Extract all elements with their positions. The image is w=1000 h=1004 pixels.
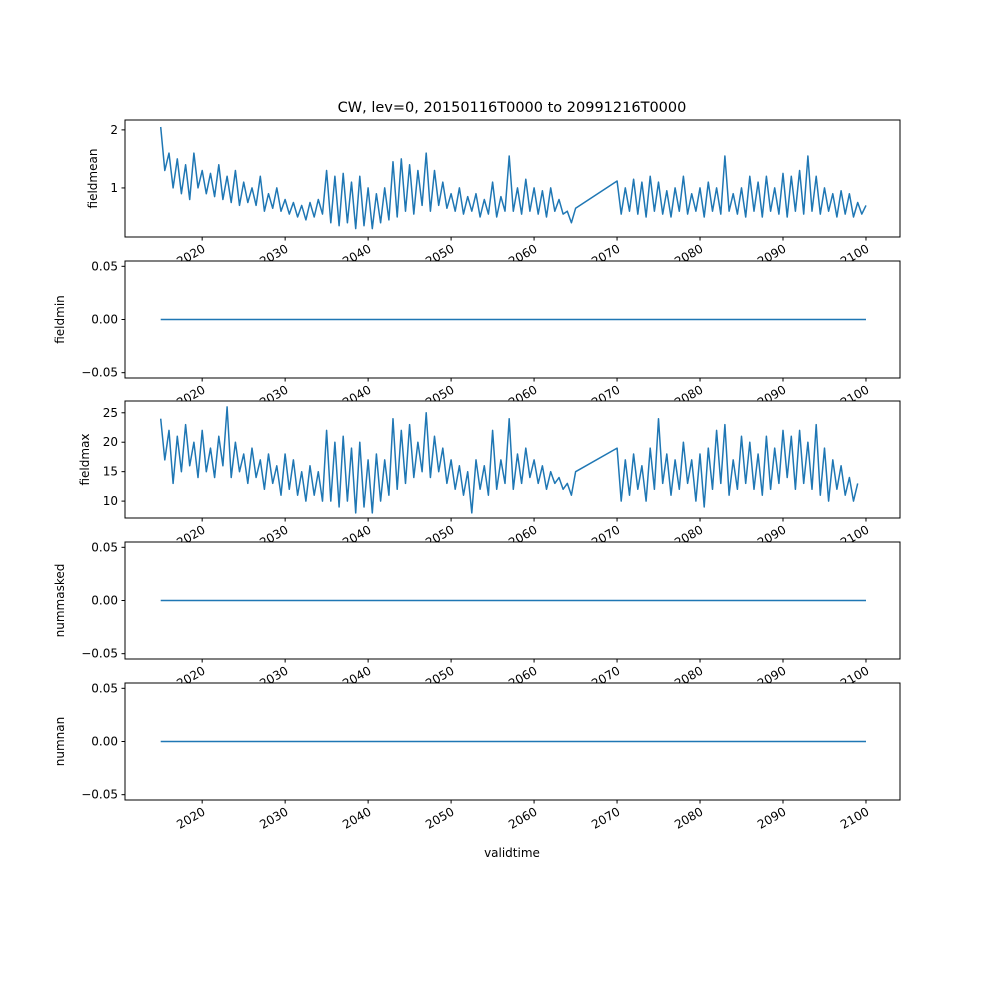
x-tick-label: 2100 bbox=[838, 804, 871, 831]
chart-title: CW, lev=0, 20150116T0000 to 20991216T000… bbox=[338, 100, 687, 116]
y-tick-label: −0.05 bbox=[81, 788, 118, 802]
x-tick-label: 2070 bbox=[589, 804, 622, 831]
y-axis-label: numnan bbox=[53, 717, 67, 766]
y-axis-label: fieldmean bbox=[86, 149, 100, 209]
y-tick-label: −0.05 bbox=[81, 366, 118, 380]
x-tick-label: 2080 bbox=[672, 804, 705, 831]
y-tick-label: 0.05 bbox=[91, 681, 118, 695]
y-axis-label: nummasked bbox=[53, 564, 67, 638]
y-tick-label: 10 bbox=[103, 494, 118, 508]
axes-frame bbox=[124, 119, 901, 238]
x-tick-label: 2040 bbox=[340, 804, 373, 831]
y-tick-label: 1 bbox=[110, 181, 118, 195]
x-tick-label: 2020 bbox=[174, 804, 207, 831]
y-axis-label: fieldmin bbox=[53, 295, 67, 344]
y-tick-label: −0.05 bbox=[81, 647, 118, 661]
axes-frame bbox=[124, 400, 901, 519]
x-tick-label: 2060 bbox=[506, 804, 539, 831]
axes-background bbox=[125, 120, 900, 237]
axes-background bbox=[125, 401, 900, 518]
x-tick-label: 2030 bbox=[257, 804, 290, 831]
y-tick-label: 0.00 bbox=[91, 735, 118, 749]
y-tick-label: 0.00 bbox=[91, 313, 118, 327]
series-line-fieldmax bbox=[159, 406, 859, 514]
y-tick-label: 2 bbox=[110, 123, 118, 137]
y-tick-label: 0.05 bbox=[91, 259, 118, 273]
x-tick-label: 2050 bbox=[423, 804, 456, 831]
y-axis-label: fieldmax bbox=[78, 433, 92, 485]
y-tick-label: 0.00 bbox=[91, 594, 118, 608]
y-tick-label: 25 bbox=[103, 406, 118, 420]
x-axis-label: validtime bbox=[484, 846, 540, 860]
series-line-fieldmean bbox=[159, 126, 867, 230]
x-tick-label: 2090 bbox=[755, 804, 788, 831]
y-tick-label: 20 bbox=[103, 435, 118, 449]
panel-numnan: −0.05 0.00 0.05 numnan 2020 2030 2040 2050 2060 2… bbox=[53, 681, 901, 832]
y-tick-label: 15 bbox=[103, 465, 118, 479]
y-tick-label: 0.05 bbox=[91, 540, 118, 554]
